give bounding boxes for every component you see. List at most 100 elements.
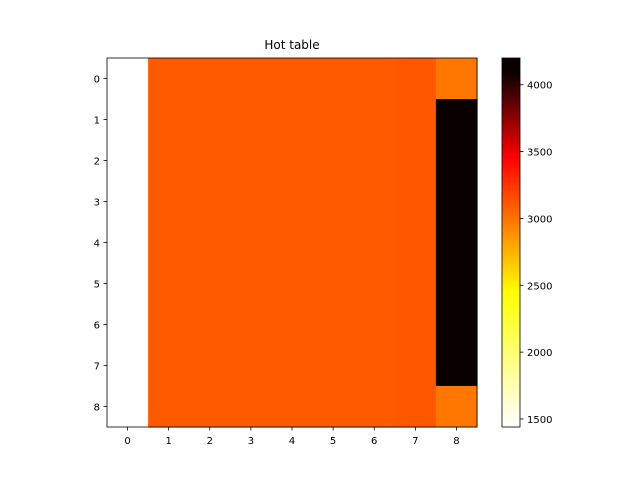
heatmap-cell xyxy=(394,222,437,264)
colorbar-tick-label: 1500 xyxy=(527,415,552,426)
x-tick-label: 5 xyxy=(330,436,336,447)
heatmap-cell xyxy=(271,386,314,428)
heatmap-cell xyxy=(189,99,231,141)
heatmap-cell xyxy=(230,386,273,428)
heatmap-cell xyxy=(394,263,437,305)
y-tick-label: 1 xyxy=(94,116,100,127)
x-tick-label: 8 xyxy=(453,436,459,447)
chart-title: Hot table xyxy=(264,38,319,52)
heatmap-cell xyxy=(230,58,273,100)
heatmap-cell xyxy=(107,222,149,264)
heatmap-cell xyxy=(435,222,478,264)
heatmap-cell xyxy=(353,58,396,100)
colorbar-tick-label: 2500 xyxy=(527,281,552,292)
heatmap-cell xyxy=(148,263,190,305)
heatmap-cell xyxy=(107,181,149,223)
y-tick-label: 0 xyxy=(94,75,100,86)
heatmap-cell xyxy=(148,140,190,182)
colorbar xyxy=(501,57,521,428)
heatmap-cell xyxy=(271,181,314,223)
y-tick-label: 6 xyxy=(94,321,100,332)
heatmap-cell xyxy=(107,99,149,141)
heatmap-cell xyxy=(312,263,355,305)
heatmap-cells xyxy=(107,58,478,428)
heatmap-cell xyxy=(312,386,355,428)
colorbar-tick-label: 3500 xyxy=(527,148,552,159)
heatmap-cell xyxy=(271,222,314,264)
heatmap-cell xyxy=(148,304,190,346)
heatmap-cell xyxy=(230,99,273,141)
y-tick-label: 8 xyxy=(94,403,100,414)
heatmap-cell xyxy=(312,304,355,346)
x-tick-label: 4 xyxy=(289,436,295,447)
heatmap-cell xyxy=(394,386,437,428)
heatmap-cell xyxy=(148,58,190,100)
heatmap-cell xyxy=(107,345,149,387)
heatmap-cell xyxy=(394,58,437,100)
heatmap-cell xyxy=(435,263,478,305)
heatmap-cell xyxy=(353,263,396,305)
y-tick-label: 7 xyxy=(94,362,100,373)
heatmap-cell xyxy=(148,222,190,264)
heatmap-cell xyxy=(271,304,314,346)
heatmap-cell xyxy=(312,99,355,141)
heatmap-cell xyxy=(435,181,478,223)
heatmap-cell xyxy=(189,222,231,264)
heatmap-cell xyxy=(435,58,478,100)
y-tick-label: 2 xyxy=(94,157,100,168)
heatmap-cell xyxy=(353,222,396,264)
x-tick-label: 6 xyxy=(371,436,377,447)
heatmap-cell xyxy=(435,386,478,428)
heatmap-cell xyxy=(312,58,355,100)
colorbar-tick-label: 3000 xyxy=(527,214,552,225)
heatmap-cell xyxy=(230,181,273,223)
colorbar-tick-label: 2000 xyxy=(527,348,552,359)
colorbar-axis: 1500 2000 2500 3000 3500 4000 xyxy=(520,81,552,426)
heatmap-cell xyxy=(189,345,231,387)
heatmap-cell xyxy=(189,58,231,100)
heatmap-cell xyxy=(312,222,355,264)
heatmap-cell xyxy=(230,345,273,387)
heatmap-cell xyxy=(271,140,314,182)
heatmap-cell xyxy=(107,386,149,428)
heatmap-cell xyxy=(394,304,437,346)
y-tick-label: 4 xyxy=(94,239,100,250)
heatmap-cell xyxy=(107,263,149,305)
heatmap-cell xyxy=(189,304,231,346)
heatmap-cell xyxy=(312,345,355,387)
colorbar-tick-label: 4000 xyxy=(527,81,552,92)
heatmap-cell xyxy=(271,345,314,387)
y-axis: 0 1 2 3 4 5 6 7 8 xyxy=(94,75,107,414)
heatmap-cell xyxy=(394,345,437,387)
heatmap-cell xyxy=(189,181,231,223)
y-tick-label: 5 xyxy=(94,280,100,291)
x-tick-label: 7 xyxy=(412,436,418,447)
heatmap-cell xyxy=(148,181,190,223)
heatmap-cell xyxy=(312,181,355,223)
heatmap-cell xyxy=(107,58,149,100)
x-tick-label: 0 xyxy=(124,436,130,447)
heatmap-cell xyxy=(148,99,190,141)
heatmap-cell xyxy=(271,58,314,100)
heatmap-cell xyxy=(189,263,231,305)
heatmap-cell xyxy=(148,345,190,387)
x-tick-label: 1 xyxy=(165,436,171,447)
heatmap-cell xyxy=(189,386,231,428)
x-axis: 0 1 2 3 4 5 6 7 8 xyxy=(124,427,460,447)
heatmap-cell xyxy=(435,99,478,141)
heatmap-cell xyxy=(353,181,396,223)
x-tick-label: 2 xyxy=(207,436,213,447)
heatmap-cell xyxy=(394,99,437,141)
heatmap-cell xyxy=(230,263,273,305)
heatmap-cell xyxy=(353,304,396,346)
heatmap-cell xyxy=(353,386,396,428)
heatmap-cell xyxy=(353,99,396,141)
heatmap-cell xyxy=(107,140,149,182)
heatmap-cell xyxy=(271,99,314,141)
x-tick-label: 3 xyxy=(248,436,254,447)
heatmap-cell xyxy=(353,345,396,387)
heatmap-cell xyxy=(394,181,437,223)
heatmap-cell xyxy=(435,304,478,346)
heatmap-cell xyxy=(189,140,231,182)
